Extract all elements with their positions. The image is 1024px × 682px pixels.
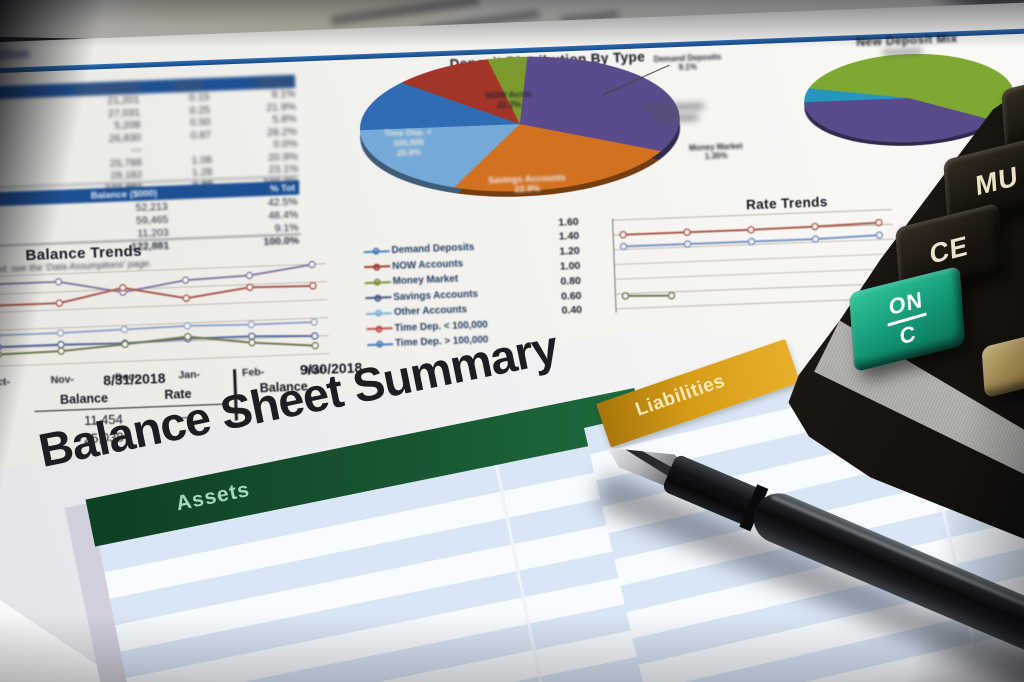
key-partial bbox=[1001, 68, 1024, 152]
